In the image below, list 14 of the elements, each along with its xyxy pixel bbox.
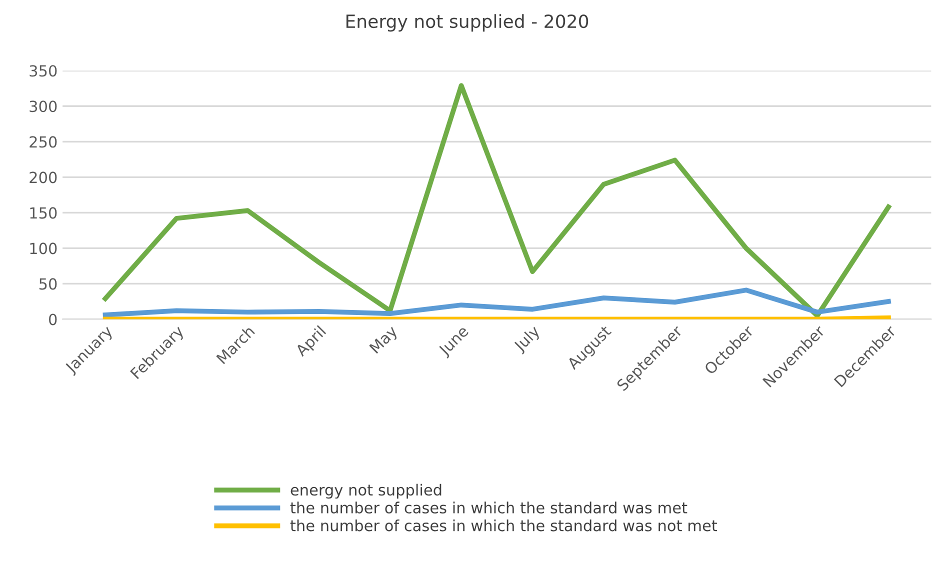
legend-label: the number of cases in which the standard was met [290,502,688,514]
legend-label: the number of cases in which the standard was not met [290,520,718,532]
y-tick-label: 100 [30,242,57,254]
y-tick-label: 300 [30,100,57,112]
legend-label: energy not supplied [290,484,442,499]
y-tick-label: 150 [30,207,57,219]
y-tick-label: 350 [30,65,57,77]
y-tick-label: 250 [30,136,57,148]
y-tick-label: 200 [30,172,57,184]
y-tick-label: 50 [39,278,57,290]
line-series [102,83,891,318]
y-tick-label: 0 [49,314,57,326]
line-series [102,288,891,318]
chart-title: Energy not supplied - 2020 [346,14,588,32]
